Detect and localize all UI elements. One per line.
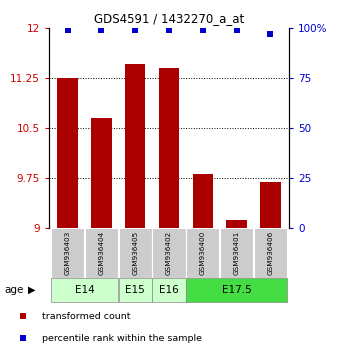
Text: transformed count: transformed count: [42, 312, 131, 321]
Bar: [226, 220, 247, 228]
Text: percentile rank within the sample: percentile rank within the sample: [42, 334, 202, 343]
Text: GSM936400: GSM936400: [200, 231, 206, 275]
Text: GSM936405: GSM936405: [132, 231, 138, 275]
Text: E14: E14: [75, 285, 94, 295]
Text: ▶: ▶: [28, 285, 35, 295]
Text: age: age: [4, 285, 23, 295]
Bar: [159, 68, 179, 228]
Bar: [186, 228, 219, 278]
Bar: [57, 78, 78, 228]
Text: E15: E15: [125, 285, 145, 295]
Bar: [193, 174, 213, 228]
Bar: [220, 228, 253, 278]
Bar: [51, 278, 118, 302]
Text: GSM936403: GSM936403: [65, 231, 71, 275]
Bar: [152, 278, 186, 302]
Text: GDS4591 / 1432270_a_at: GDS4591 / 1432270_a_at: [94, 12, 244, 25]
Text: E17.5: E17.5: [222, 285, 251, 295]
Bar: [119, 278, 152, 302]
Bar: [260, 182, 281, 228]
Text: E16: E16: [159, 285, 179, 295]
Text: GSM936406: GSM936406: [267, 231, 273, 275]
Bar: [254, 228, 287, 278]
Bar: [85, 228, 118, 278]
Bar: [91, 118, 112, 228]
Bar: [119, 228, 152, 278]
Text: GSM936401: GSM936401: [234, 231, 240, 275]
Bar: [186, 278, 287, 302]
Text: GSM936404: GSM936404: [98, 231, 104, 275]
Bar: [125, 64, 145, 228]
Bar: [51, 228, 84, 278]
Text: GSM936402: GSM936402: [166, 231, 172, 275]
Bar: [152, 228, 186, 278]
